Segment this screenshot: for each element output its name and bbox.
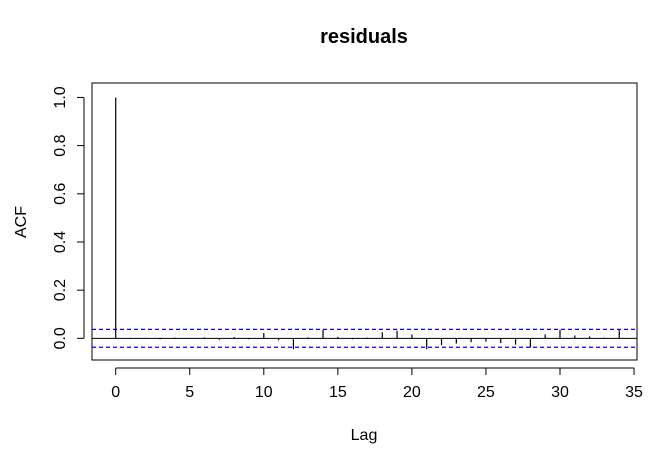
x-axis-label: Lag: [351, 427, 378, 444]
y-tick-label: 0.0: [52, 327, 69, 349]
x-tick-label: 10: [255, 384, 273, 401]
x-tick-label: 5: [185, 384, 194, 401]
x-tick-label: 35: [625, 384, 643, 401]
y-tick-label: 0.6: [52, 183, 69, 205]
x-tick-label: 20: [403, 384, 421, 401]
plot-frame: [91, 82, 638, 361]
y-tick-label: 1.0: [52, 86, 69, 108]
y-axis-label: ACF: [13, 206, 30, 238]
y-tick-label: 0.8: [52, 134, 69, 156]
x-tick-label: 30: [551, 384, 569, 401]
x-tick-label: 15: [329, 384, 347, 401]
x-tick-label: 0: [111, 384, 120, 401]
y-tick-label: 0.2: [52, 279, 69, 301]
x-tick-label: 25: [477, 384, 495, 401]
chart-title: residuals: [320, 26, 408, 48]
y-tick-label: 0.4: [52, 231, 69, 253]
